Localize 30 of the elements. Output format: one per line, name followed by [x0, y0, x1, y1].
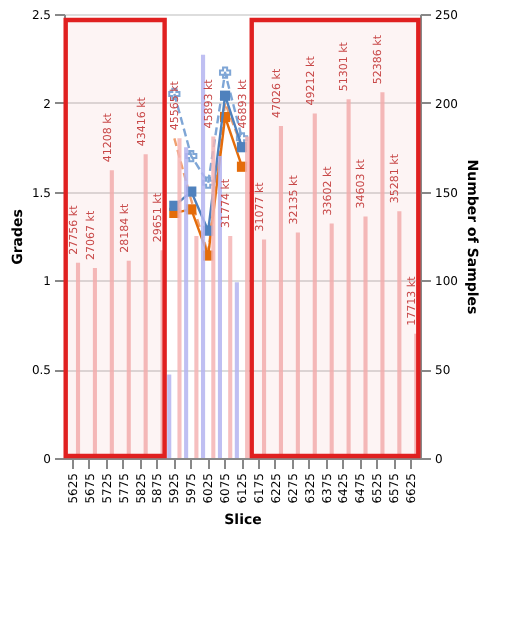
bar — [75, 262, 81, 458]
bar — [109, 170, 114, 458]
bar — [167, 374, 172, 458]
bar — [278, 125, 284, 458]
bar — [160, 250, 165, 458]
bar — [177, 138, 182, 458]
bar — [329, 223, 334, 458]
point — [218, 66, 232, 79]
bar — [228, 236, 233, 458]
bar — [126, 260, 131, 458]
bar — [397, 211, 402, 458]
bar — [92, 267, 97, 458]
bar — [312, 113, 317, 458]
bar — [194, 236, 199, 458]
bar — [414, 333, 419, 458]
bar — [200, 54, 206, 458]
point — [235, 132, 249, 145]
bar — [211, 136, 216, 458]
bar — [234, 282, 239, 458]
bar — [295, 232, 300, 458]
bar — [380, 92, 385, 458]
bar — [143, 154, 148, 458]
bar — [217, 156, 223, 458]
bar — [245, 136, 250, 458]
bar — [261, 239, 267, 458]
bar — [363, 216, 368, 458]
bar — [184, 147, 189, 458]
point — [219, 90, 231, 101]
bar — [346, 99, 351, 458]
point — [185, 149, 198, 163]
